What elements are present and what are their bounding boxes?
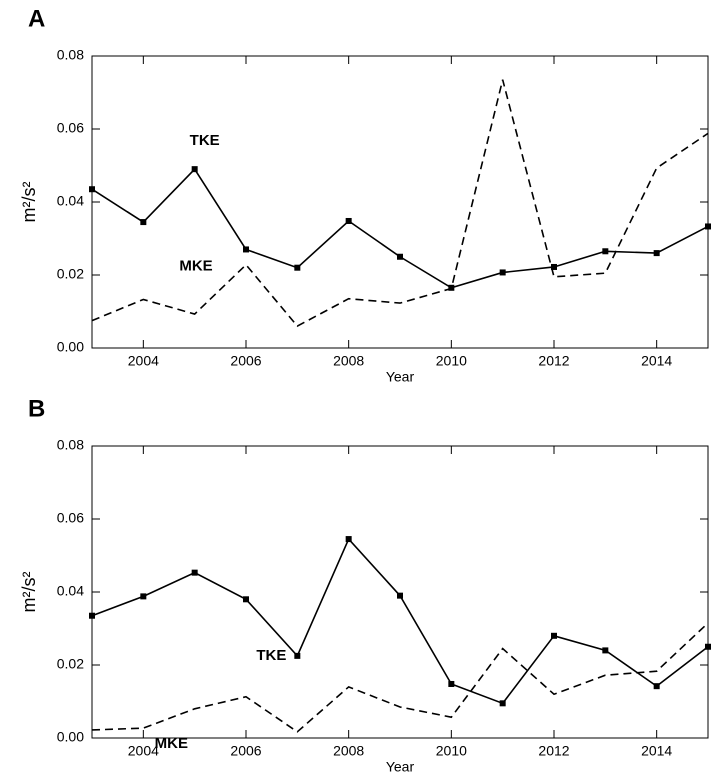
y-tick-label: 0.04: [57, 193, 84, 209]
y-tick-label: 0.08: [57, 437, 84, 453]
y-tick-label: 0.06: [57, 510, 84, 526]
x-tick-label: 2014: [641, 353, 672, 369]
series-line: [91, 79, 709, 328]
point-marker: [243, 596, 249, 603]
x-tick-label: 2014: [641, 743, 672, 759]
point-marker: [294, 652, 301, 659]
point-marker: [705, 643, 711, 650]
y-tick-label: 0.04: [57, 583, 84, 599]
y-tick-label: 0.00: [57, 729, 84, 745]
point-marker: [602, 647, 609, 654]
series-label: MKE: [155, 735, 188, 752]
x-axis-label: Year: [386, 369, 415, 385]
y-tick-label: 0.00: [57, 339, 84, 355]
series-line: [91, 537, 709, 705]
point-marker: [397, 592, 403, 599]
plot-frame: [91, 445, 709, 739]
y-axis-label: m²/s²: [19, 182, 39, 223]
point-marker: [243, 246, 249, 253]
y-axis-label: m²/s²: [19, 572, 39, 613]
point-marker: [705, 223, 711, 230]
point-marker: [551, 263, 557, 270]
point-marker: [653, 683, 660, 690]
x-tick-label: 2010: [436, 743, 467, 759]
point-marker: [345, 217, 352, 224]
point-marker: [397, 253, 403, 260]
point-marker: [448, 680, 455, 687]
point-marker: [140, 593, 147, 600]
x-axis-label: Year: [386, 759, 415, 775]
point-marker: [294, 264, 301, 271]
point-marker: [499, 700, 506, 707]
x-tick-label: 2012: [538, 743, 569, 759]
panel-label: A: [28, 5, 45, 32]
x-tick-label: 2004: [128, 743, 159, 759]
point-marker: [345, 536, 352, 543]
x-tick-label: 2012: [538, 353, 569, 369]
point-marker: [191, 166, 198, 173]
x-tick-label: 2008: [333, 353, 364, 369]
point-marker: [602, 248, 609, 255]
plot-frame: [91, 55, 709, 349]
y-tick-label: 0.02: [57, 656, 84, 672]
series-line: [91, 622, 709, 733]
panel-label: B: [28, 395, 45, 422]
point-marker: [499, 269, 506, 276]
point-marker: [653, 250, 660, 257]
point-marker: [89, 612, 95, 619]
x-tick-label: 2006: [230, 743, 261, 759]
y-tick-label: 0.06: [57, 120, 84, 136]
x-tick-label: 2008: [333, 743, 364, 759]
series-label: TKE: [190, 132, 220, 149]
point-marker: [140, 219, 147, 226]
x-tick-label: 2010: [436, 353, 467, 369]
x-tick-label: 2006: [230, 353, 261, 369]
point-marker: [89, 186, 95, 193]
y-tick-label: 0.02: [57, 266, 84, 282]
x-tick-label: 2004: [128, 353, 159, 369]
y-tick-label: 0.08: [57, 47, 84, 63]
series-label: TKE: [256, 647, 286, 664]
point-marker: [191, 569, 198, 576]
point-marker: [551, 632, 557, 639]
series-label: MKE: [179, 258, 212, 275]
